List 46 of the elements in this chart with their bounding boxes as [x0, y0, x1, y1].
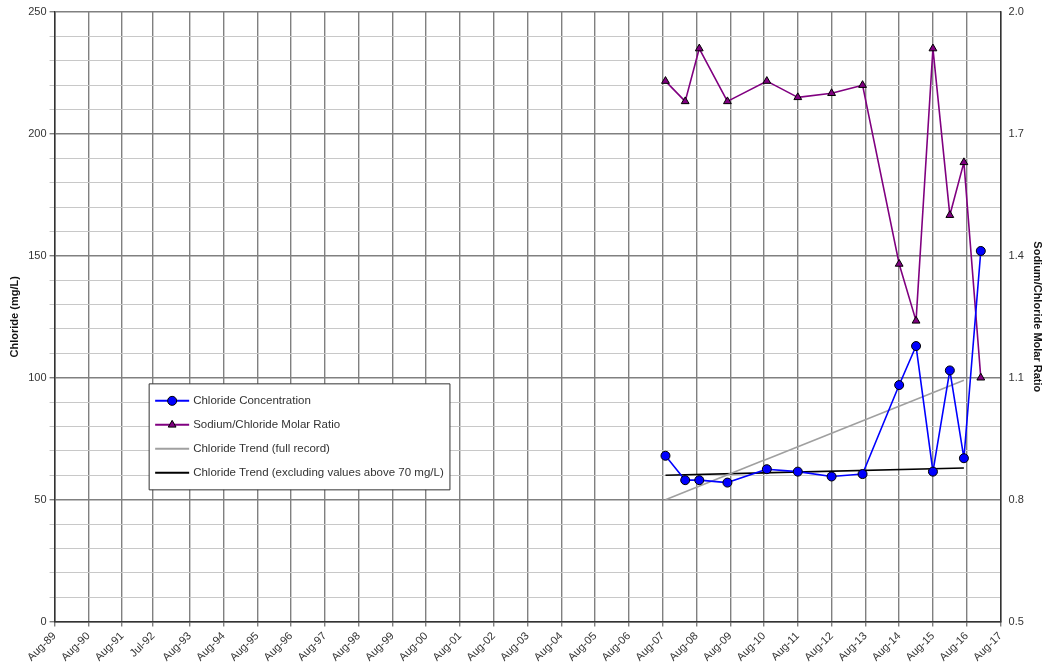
point — [660, 450, 671, 461]
point — [975, 245, 986, 256]
y2-tick-label: 2.0 — [1008, 5, 1024, 18]
point — [945, 210, 955, 218]
point — [793, 92, 803, 101]
y-tick-label: 100 — [28, 370, 47, 383]
point — [959, 157, 969, 166]
legend-label: Chloride Trend (excluding values above 70 mg/L) — [193, 466, 444, 479]
y-tick-label: 200 — [28, 126, 47, 139]
y-axis-title: Chloride (mg/L) — [7, 275, 20, 358]
y2-tick-label: 0.8 — [1008, 492, 1024, 505]
point — [927, 466, 938, 477]
y-tick-label: 250 — [28, 5, 47, 18]
point — [661, 76, 670, 84]
point — [858, 80, 867, 88]
y-tick-label: 0 — [40, 614, 47, 627]
legend-label: Sodium/Chloride Molar Ratio — [193, 418, 341, 431]
point — [762, 76, 772, 84]
point — [894, 380, 905, 391]
point — [827, 88, 836, 97]
point — [911, 315, 921, 324]
point — [857, 469, 868, 480]
y2-tick-label: 0.5 — [1008, 614, 1024, 627]
point — [976, 372, 986, 381]
point — [694, 475, 705, 486]
point — [792, 466, 803, 477]
y2-axis-title: Sodium/Chloride Molar Ratio — [1032, 241, 1045, 393]
point — [826, 471, 837, 482]
point — [680, 96, 690, 105]
point — [958, 453, 969, 464]
point — [723, 96, 732, 105]
point — [694, 43, 704, 52]
y2-tick-label: 1.4 — [1008, 248, 1024, 261]
y-tick-label: 150 — [28, 248, 47, 261]
legend-label: Chloride Concentration — [193, 394, 311, 407]
y2-tick-label: 1.1 — [1008, 370, 1024, 383]
point — [894, 258, 904, 267]
point — [761, 464, 772, 475]
point — [928, 43, 938, 52]
point — [944, 365, 955, 376]
y-tick-label: 50 — [34, 492, 47, 505]
legend-label: Chloride Trend (full record) — [193, 442, 331, 455]
y2-tick-label: 1.7 — [1008, 126, 1024, 139]
point — [722, 477, 733, 488]
point — [911, 341, 922, 352]
point — [680, 475, 691, 486]
